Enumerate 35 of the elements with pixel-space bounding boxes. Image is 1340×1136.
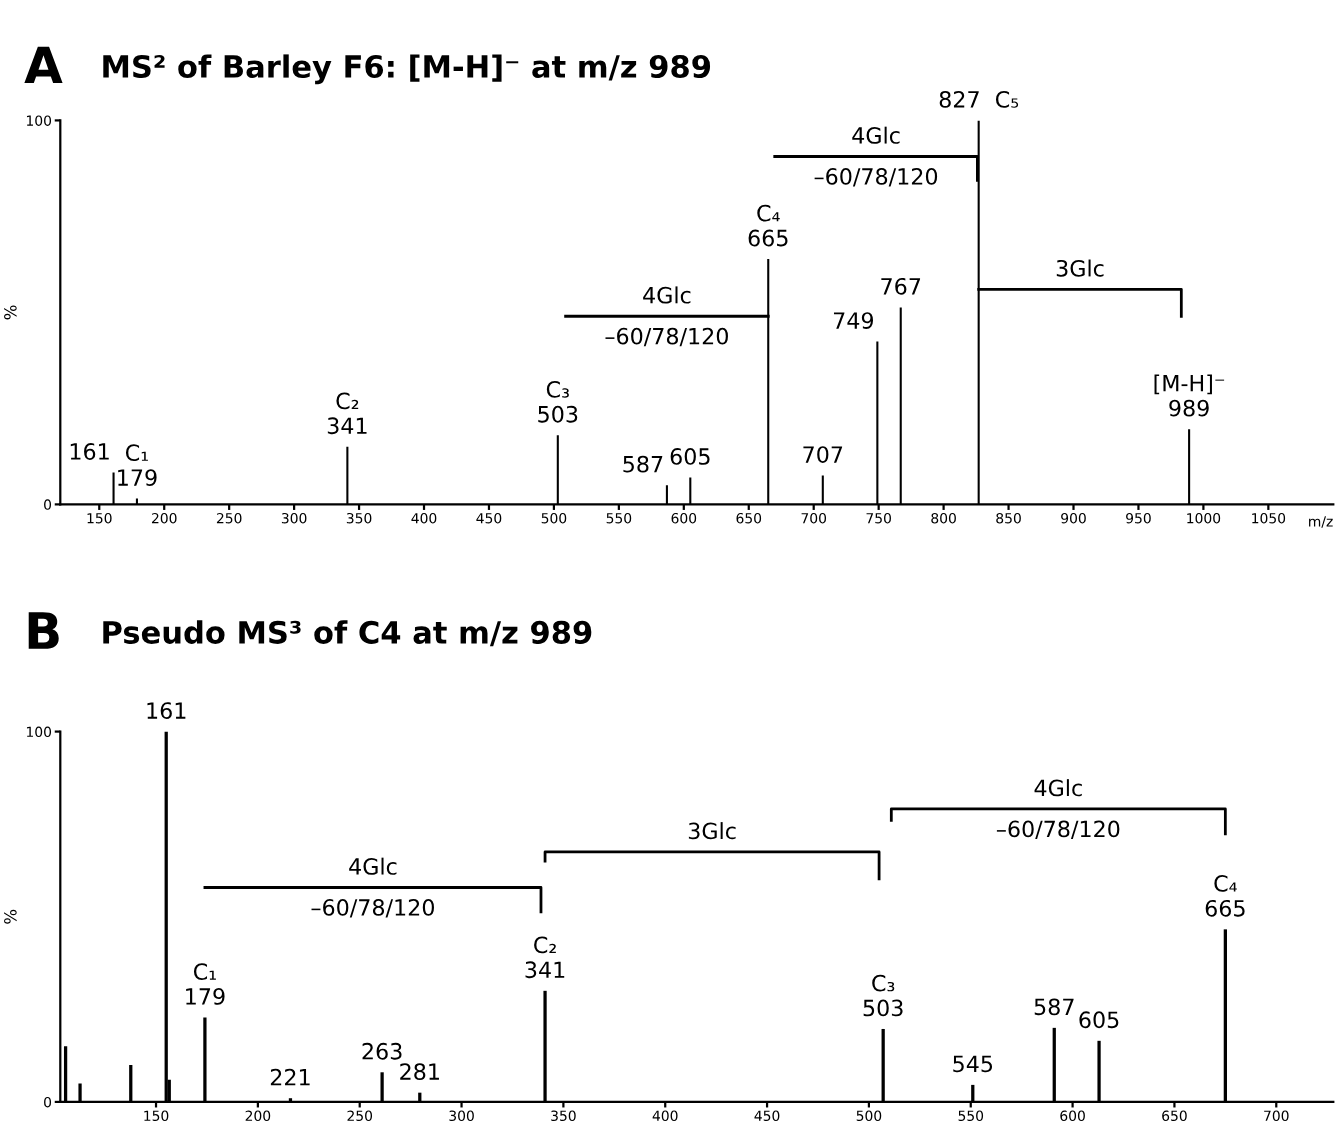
annotation: C₃ 503 [538,380,578,423]
annotation: 263 [362,1042,402,1060]
y-axis-title: % [4,305,17,320]
annotation: 707 [803,446,843,463]
series-label: 4Glc –60/78/120 [996,779,1120,840]
annotation: C₁ 179 [118,444,157,486]
annotation: 161 [147,702,186,719]
annotation: 221 [270,1068,310,1086]
annotation: C₄ 665 [1205,875,1245,917]
series-label: 4Glc –60/78/120 [814,126,938,187]
annotation: C₂ 341 [327,392,367,435]
annotation: 587 [1034,998,1074,1016]
chart-title: Pseudo MS³ of C4 at m/z 989 [103,620,592,647]
annotation: [M-H]⁻ 989 [1154,374,1225,417]
annotation: 749 [833,312,874,329]
annotation: C₄ 665 [748,204,788,247]
series-label: 3Glc [1056,259,1104,277]
annotation: 767 [881,277,921,295]
annotation: C₁ 179 [186,963,225,1005]
annotation: 587 [623,455,663,473]
annotation: 545 [953,1055,993,1073]
annotation: 605 [1079,1011,1119,1029]
annotation: 161 [70,443,109,460]
chart-title: MS² of Barley F6: [M-H]⁻ at m/z 989 [103,54,711,85]
annotation: C₂ 341 [525,936,565,979]
y-axis-title: % [4,909,17,924]
text: A [24,46,63,84]
annotation: C₃ 503 [863,974,903,1017]
annotation: 605 [670,448,710,465]
series-label: 4Glc –60/78/120 [605,286,728,347]
text: B [28,612,59,649]
annotation: 827 C₅ [939,90,1019,108]
series-label: 3Glc [688,822,736,840]
series-label: 4Glc –60/78/120 [311,857,434,918]
annotation: 281 [400,1063,439,1081]
